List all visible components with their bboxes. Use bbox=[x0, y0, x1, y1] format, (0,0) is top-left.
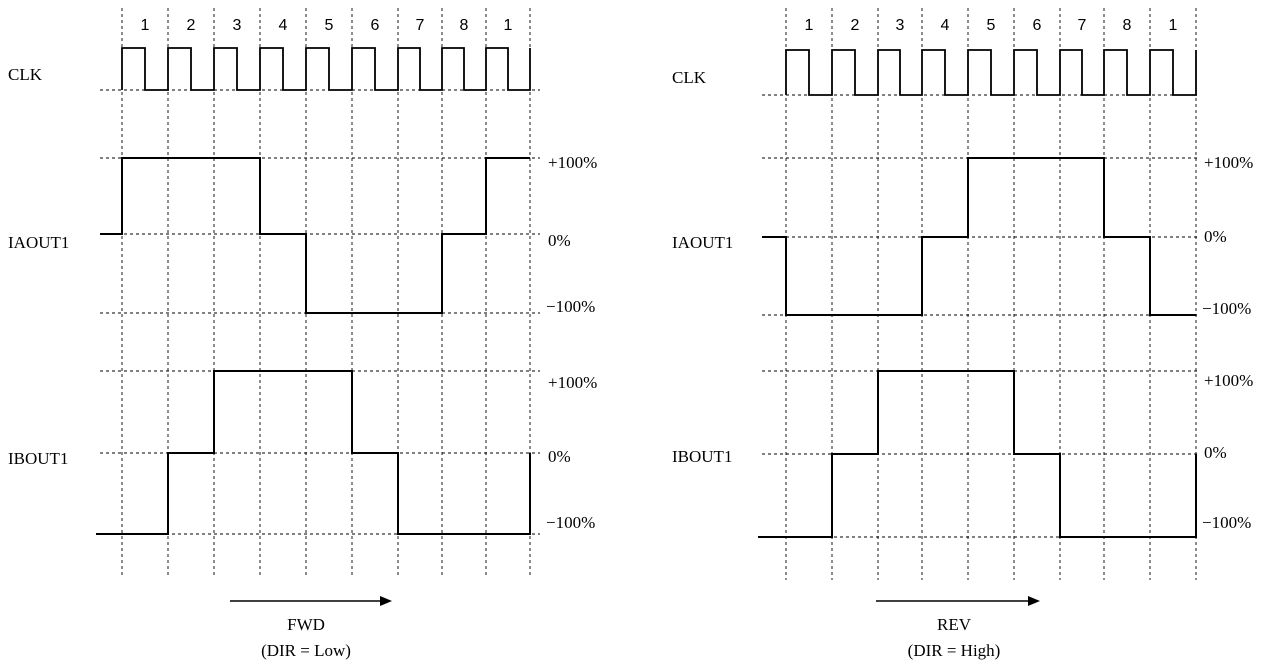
rev-step-label: 2 bbox=[851, 17, 860, 34]
rev-step-label: 7 bbox=[1078, 17, 1087, 34]
fwd-direction-label: FWD bbox=[287, 615, 325, 634]
fwd-step-label: 4 bbox=[279, 17, 288, 34]
rev-step-label: 4 bbox=[941, 17, 950, 34]
rev-iaout1-label: IAOUT1 bbox=[672, 233, 733, 252]
fwd-step-label: 1 bbox=[504, 17, 513, 34]
fwd-step-label: 6 bbox=[371, 17, 380, 34]
rev-step-label: 6 bbox=[1033, 17, 1042, 34]
fwd-iaout1-waveform bbox=[100, 157, 530, 314]
fwd-condition-label: (DIR = Low) bbox=[261, 641, 351, 660]
rev-timing-diagram: 1 2 3 4 5 6 7 8 1 CLK IAOUT1 IBOUT1 +100% 0% −10… bbox=[672, 8, 1253, 660]
rev-clk-label: CLK bbox=[672, 68, 707, 87]
fwd-step-label: 3 bbox=[233, 17, 242, 34]
fwd-ibout1-label: IBOUT1 bbox=[8, 449, 68, 468]
rev-direction-arrowhead bbox=[1028, 596, 1040, 606]
fwd-ib-neg-level: −100% bbox=[546, 513, 595, 532]
fwd-clk-label: CLK bbox=[8, 65, 43, 84]
rev-ia-neg-level: −100% bbox=[1202, 299, 1251, 318]
fwd-ia-pos-level: +100% bbox=[548, 153, 597, 172]
fwd-step-label: 7 bbox=[416, 17, 425, 34]
fwd-step-labels: 1 2 3 4 5 6 7 8 1 bbox=[141, 17, 513, 34]
rev-condition-label: (DIR = High) bbox=[908, 641, 1001, 660]
fwd-iboutl-waveform bbox=[96, 370, 531, 535]
rev-clk-waveform bbox=[785, 49, 1197, 96]
rev-step-label: 3 bbox=[896, 17, 905, 34]
rev-step-label: 1 bbox=[1169, 17, 1178, 34]
fwd-step-label: 2 bbox=[187, 17, 196, 34]
fwd-ia-zero-level: 0% bbox=[548, 231, 571, 250]
fwd-clk-waveform bbox=[121, 47, 531, 91]
fwd-ib-pos-level: +100% bbox=[548, 373, 597, 392]
fwd-step-label: 5 bbox=[325, 17, 334, 34]
rev-step-label: 8 bbox=[1123, 17, 1132, 34]
rev-step-label: 5 bbox=[987, 17, 996, 34]
rev-ia-pos-level: +100% bbox=[1204, 153, 1253, 172]
fwd-vertical-gridlines bbox=[121, 8, 531, 575]
rev-step-labels: 1 2 3 4 5 6 7 8 1 bbox=[805, 17, 1178, 34]
rev-ib-pos-level: +100% bbox=[1204, 371, 1253, 390]
fwd-step-label: 8 bbox=[460, 17, 469, 34]
rev-ib-zero-level: 0% bbox=[1204, 443, 1227, 462]
fwd-timing-diagram: 1 2 3 4 5 6 7 8 1 CLK IAOUT1 IBOUT1 +100% 0% −10… bbox=[8, 8, 597, 660]
rev-direction-label: REV bbox=[937, 615, 972, 634]
rev-ibout1-label: IBOUT1 bbox=[672, 447, 732, 466]
fwd-direction-arrowhead bbox=[380, 596, 392, 606]
fwd-step-label: 1 bbox=[141, 17, 150, 34]
fwd-ib-zero-level: 0% bbox=[548, 447, 571, 466]
rev-step-label: 1 bbox=[805, 17, 814, 34]
rev-ia-zero-level: 0% bbox=[1204, 227, 1227, 246]
fwd-iaout1-label: IAOUT1 bbox=[8, 233, 69, 252]
fwd-ia-neg-level: −100% bbox=[546, 297, 595, 316]
rev-ibout1-waveform bbox=[758, 370, 1197, 538]
rev-ib-neg-level: −100% bbox=[1202, 513, 1251, 532]
rev-iaout1-waveform bbox=[762, 157, 1196, 316]
